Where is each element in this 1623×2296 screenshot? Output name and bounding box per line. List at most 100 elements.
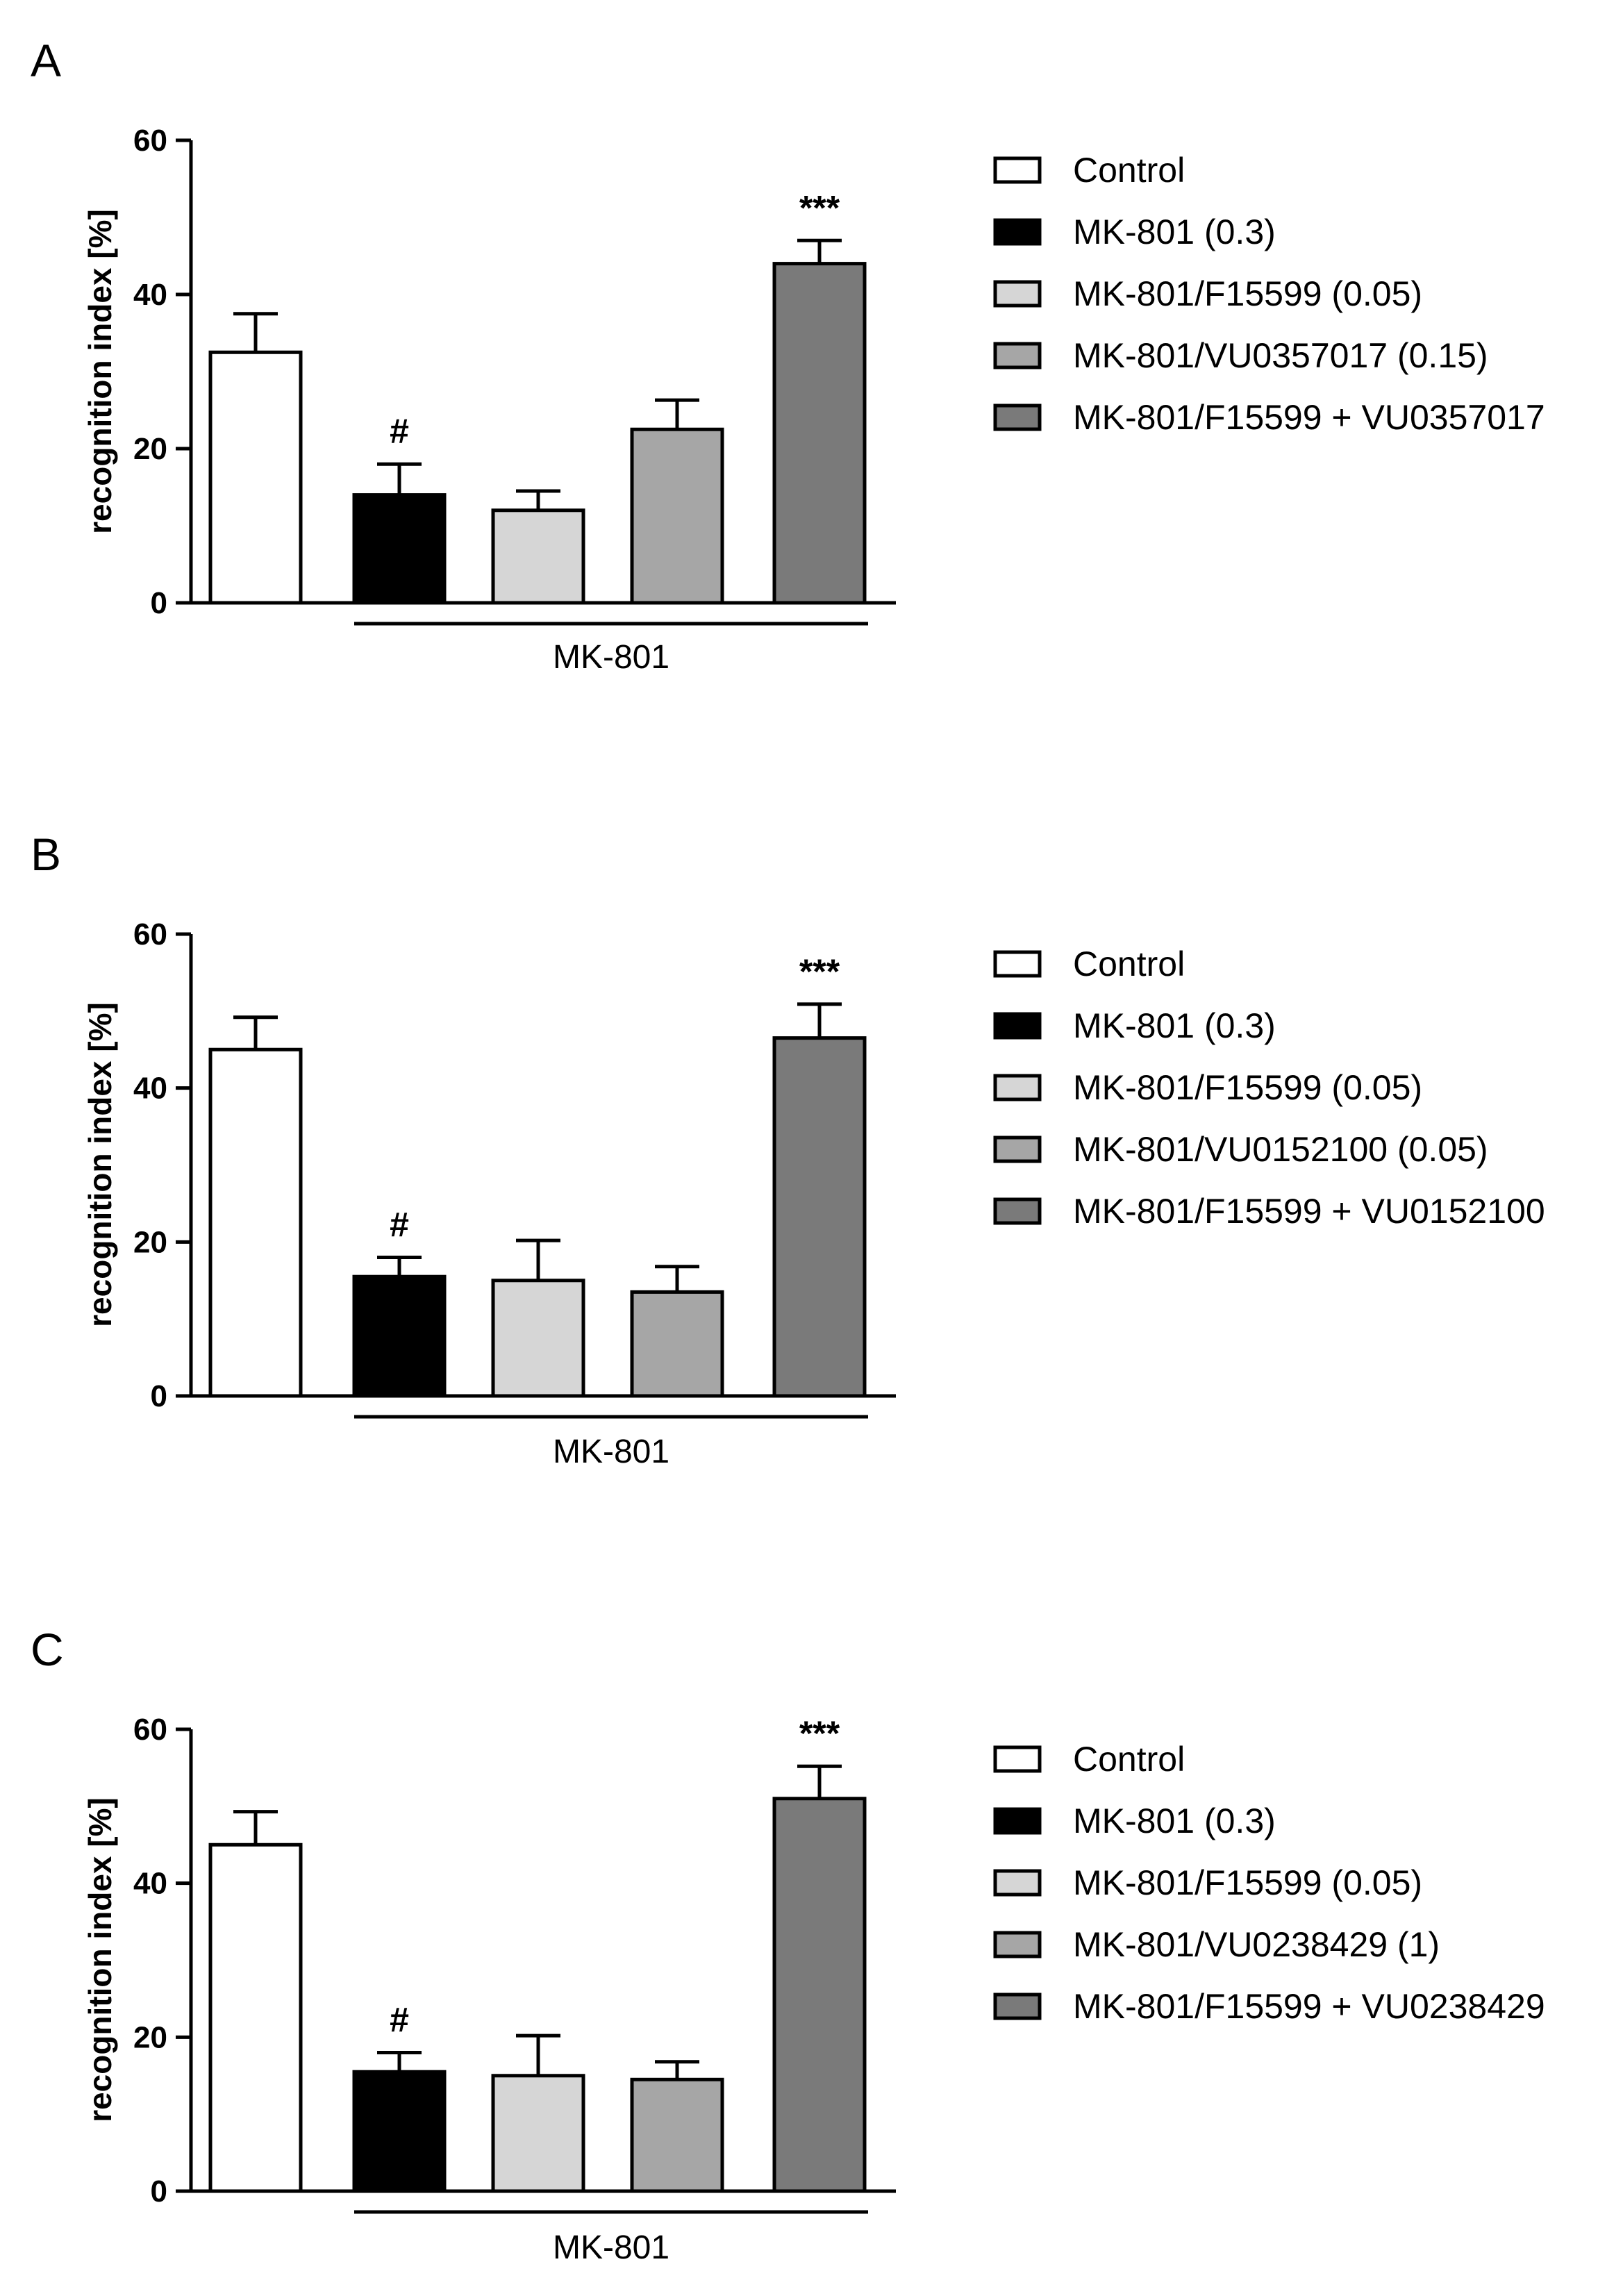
bar bbox=[352, 1274, 447, 1398]
legend-item: MK-801/VU0152100 (0.05) bbox=[993, 1130, 1488, 1169]
legend-swatch bbox=[993, 1931, 1042, 1958]
bars: # *** bbox=[208, 1714, 867, 2193]
bar bbox=[772, 1036, 867, 1398]
legend-label: MK-801/F15599 + VU0238429 bbox=[1073, 1987, 1545, 2026]
legend-swatch bbox=[993, 950, 1042, 978]
legend-item: MK-801 (0.3) bbox=[993, 1006, 1276, 1045]
bar bbox=[772, 262, 867, 605]
legend-swatch bbox=[993, 1993, 1042, 2020]
legend-item: Control bbox=[993, 945, 1185, 983]
significance-marker: # bbox=[390, 412, 409, 451]
y-tick-label: 40 bbox=[133, 278, 167, 312]
legend-swatch bbox=[993, 156, 1042, 184]
legend-item: MK-801/VU0238429 (1) bbox=[993, 1925, 1440, 1964]
legend-label: Control bbox=[1073, 945, 1185, 983]
bar bbox=[772, 1797, 867, 2193]
y-tick-label: 20 bbox=[133, 432, 167, 466]
legend-item: MK-801/F15599 + VU0152100 bbox=[993, 1192, 1545, 1231]
panel-a: A recognition index [%] 0 20 40 60 # *** MK-… bbox=[31, 35, 1545, 676]
bar bbox=[491, 508, 585, 605]
bar bbox=[208, 350, 303, 605]
group-bracket-label: MK-801 bbox=[553, 639, 669, 676]
legend-label: MK-801/F15599 + VU0357017 bbox=[1073, 398, 1545, 437]
group-bracket-label: MK-801 bbox=[553, 1433, 669, 1470]
legend-label: Control bbox=[1073, 151, 1185, 190]
legend-swatch bbox=[993, 1869, 1042, 1897]
legend-item: MK-801/F15599 + VU0357017 bbox=[993, 398, 1545, 437]
bar bbox=[352, 2070, 447, 2193]
legend-swatch bbox=[993, 1197, 1042, 1225]
bar bbox=[208, 1842, 303, 2193]
y-tick-label: 60 bbox=[133, 1713, 167, 1747]
group-bracket-label: MK-801 bbox=[553, 2229, 669, 2266]
legend-item: MK-801 (0.3) bbox=[993, 213, 1276, 251]
legend-item: MK-801 (0.3) bbox=[993, 1802, 1276, 1840]
panel-letter: A bbox=[31, 35, 61, 86]
legend-swatch bbox=[993, 342, 1042, 369]
legend-label: MK-801/VU0357017 (0.15) bbox=[1073, 336, 1488, 375]
bar bbox=[208, 1047, 303, 1398]
legend-label: MK-801/VU0152100 (0.05) bbox=[1073, 1130, 1488, 1169]
y-axis-ticks: 0 20 40 60 bbox=[133, 1713, 191, 2208]
y-axis-label: recognition index [%] bbox=[82, 1797, 118, 2122]
bars: # *** bbox=[208, 188, 867, 605]
legend-swatch bbox=[993, 1807, 1042, 1835]
y-tick-label: 0 bbox=[151, 1379, 167, 1413]
significance-marker: *** bbox=[799, 1714, 840, 1753]
bar bbox=[630, 427, 724, 605]
legend-swatch bbox=[993, 280, 1042, 308]
y-axis-label: recognition index [%] bbox=[82, 209, 118, 534]
panel-b: B recognition index [%] 0 20 40 60 # *** MK-… bbox=[31, 829, 1545, 1470]
legend-swatch bbox=[993, 1012, 1042, 1040]
legend-label: Control bbox=[1073, 1740, 1185, 1779]
legend-label: MK-801 (0.3) bbox=[1073, 1802, 1276, 1840]
panel-letter: B bbox=[31, 829, 61, 880]
legend-item: MK-801/F15599 + VU0238429 bbox=[993, 1987, 1545, 2026]
legend-label: MK-801 (0.3) bbox=[1073, 213, 1276, 251]
y-tick-label: 20 bbox=[133, 1225, 167, 1259]
legend-label: MK-801/F15599 (0.05) bbox=[1073, 274, 1422, 313]
legend-label: MK-801 (0.3) bbox=[1073, 1006, 1276, 1045]
significance-marker: *** bbox=[799, 952, 840, 991]
y-tick-label: 20 bbox=[133, 2020, 167, 2054]
legend-item: MK-801/VU0357017 (0.15) bbox=[993, 336, 1488, 375]
bar bbox=[630, 2077, 724, 2193]
legend-label: MK-801/VU0238429 (1) bbox=[1073, 1925, 1440, 1964]
bar bbox=[352, 493, 447, 605]
legend-swatch bbox=[993, 404, 1042, 431]
significance-marker: *** bbox=[799, 188, 840, 227]
legend: Control MK-801 (0.3) MK-801/F15599 (0.05… bbox=[993, 151, 1545, 437]
significance-marker: # bbox=[390, 2001, 409, 2040]
legend-label: MK-801/F15599 + VU0152100 bbox=[1073, 1192, 1545, 1231]
legend-swatch bbox=[993, 1745, 1042, 1773]
significance-marker: # bbox=[390, 1206, 409, 1245]
y-tick-label: 40 bbox=[133, 1072, 167, 1106]
bar bbox=[491, 2074, 585, 2193]
legend-label: MK-801/F15599 (0.05) bbox=[1073, 1068, 1422, 1107]
y-axis-ticks: 0 20 40 60 bbox=[133, 917, 191, 1413]
legend-swatch bbox=[993, 1135, 1042, 1163]
y-tick-label: 0 bbox=[151, 586, 167, 620]
y-axis-ticks: 0 20 40 60 bbox=[133, 124, 191, 620]
legend-item: MK-801/F15599 (0.05) bbox=[993, 1068, 1422, 1107]
y-tick-label: 60 bbox=[133, 124, 167, 158]
legend: Control MK-801 (0.3) MK-801/F15599 (0.05… bbox=[993, 1740, 1545, 2026]
panel-letter: C bbox=[31, 1624, 64, 1675]
legend-item: Control bbox=[993, 1740, 1185, 1779]
legend-swatch bbox=[993, 218, 1042, 246]
panel-c: C recognition index [%] 0 20 40 60 # *** MK-… bbox=[31, 1624, 1545, 2266]
legend: Control MK-801 (0.3) MK-801/F15599 (0.05… bbox=[993, 945, 1545, 1231]
legend-item: MK-801/F15599 (0.05) bbox=[993, 274, 1422, 313]
bars: # *** bbox=[208, 952, 867, 1398]
legend-swatch bbox=[993, 1074, 1042, 1101]
y-axis-label: recognition index [%] bbox=[82, 1002, 118, 1327]
legend-label: MK-801/F15599 (0.05) bbox=[1073, 1863, 1422, 1902]
legend-item: Control bbox=[993, 151, 1185, 190]
bar bbox=[491, 1279, 585, 1398]
bar bbox=[630, 1290, 724, 1398]
y-tick-label: 40 bbox=[133, 1867, 167, 1901]
y-tick-label: 60 bbox=[133, 917, 167, 951]
y-tick-label: 0 bbox=[151, 2174, 167, 2208]
legend-item: MK-801/F15599 (0.05) bbox=[993, 1863, 1422, 1902]
